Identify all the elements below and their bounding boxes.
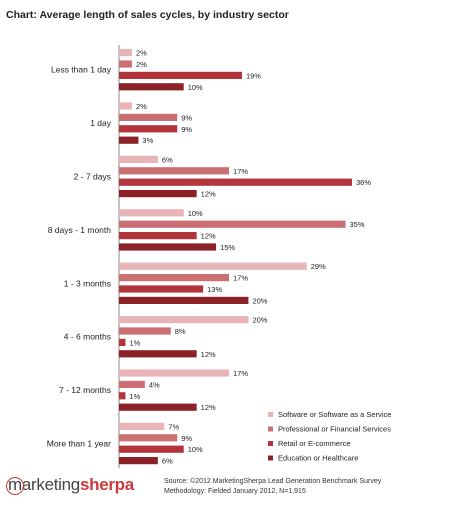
chart-title: Chart: Average length of sales cycles, b… — [6, 9, 289, 21]
legend-swatch — [268, 412, 273, 417]
data-label: 12% — [201, 350, 216, 359]
data-label: 12% — [201, 232, 216, 241]
data-label: 2% — [136, 102, 147, 111]
marketingsherpa-logo: marketingsherpa — [6, 475, 134, 495]
logo-swirl-icon — [6, 477, 24, 495]
bar — [119, 369, 230, 377]
category-label: More than 1 year — [47, 439, 111, 449]
data-label: 17% — [233, 274, 248, 283]
data-label: 17% — [233, 369, 248, 378]
data-label: 10% — [188, 83, 203, 92]
category-label: 1 day — [90, 118, 112, 128]
data-label: 15% — [220, 243, 235, 252]
data-label: 9% — [181, 113, 192, 122]
bar — [119, 316, 249, 324]
bar — [119, 296, 249, 304]
data-label: 36% — [356, 178, 371, 187]
bar — [119, 422, 165, 430]
bar — [119, 274, 230, 282]
data-label: 20% — [252, 296, 267, 305]
data-label: 1% — [129, 392, 140, 401]
legend-swatch — [268, 426, 273, 432]
bar — [119, 243, 217, 251]
data-label: 10% — [188, 209, 203, 218]
bar — [119, 125, 178, 133]
data-label: 10% — [188, 445, 203, 454]
data-label: 4% — [149, 380, 160, 389]
legend-swatch — [268, 441, 273, 446]
bar — [119, 457, 158, 465]
legend-label: Software or Software as a Service — [278, 410, 391, 419]
data-label: 2% — [136, 49, 147, 58]
methodology-line: Methodology: Fielded January 2012, N=1,9… — [164, 488, 306, 495]
data-label: 3% — [142, 136, 153, 145]
logo-text-sherpa: sherpa — [79, 475, 134, 494]
data-label: 29% — [311, 262, 326, 271]
data-label: 1% — [129, 338, 140, 347]
bar — [119, 136, 139, 144]
bar — [119, 285, 204, 293]
data-label: 6% — [162, 155, 173, 164]
category-label: 8 days - 1 month — [48, 225, 112, 235]
bar-chart: Less than 1 day 1 day 2 - 7 days 8 days - 1… — [47, 45, 391, 469]
category-label: 4 - 6 months — [64, 332, 111, 342]
bar — [119, 102, 132, 110]
category-label: 1 - 3 months — [64, 278, 111, 288]
data-label: 12% — [201, 403, 216, 412]
bar — [119, 403, 197, 411]
bar — [119, 209, 184, 217]
source-line: Source: ©2012 MarketingSherpa Lead Gener… — [164, 478, 382, 485]
bar — [119, 232, 197, 240]
bar — [119, 49, 132, 57]
bar — [119, 178, 352, 186]
data-label: 17% — [233, 167, 248, 176]
legend-swatch — [268, 455, 273, 461]
category-label: Less than 1 day — [51, 65, 112, 75]
bar — [119, 113, 178, 121]
data-label: 7% — [168, 422, 179, 431]
bar — [119, 60, 132, 68]
data-label: 12% — [201, 190, 216, 199]
data-label: 35% — [350, 220, 365, 229]
data-label: 9% — [181, 434, 192, 443]
data-label: 9% — [181, 125, 192, 134]
bar — [119, 71, 242, 79]
category-label: 7 - 12 months — [59, 385, 111, 395]
bar — [119, 392, 126, 400]
legend-label: Education or Healthcare — [278, 454, 358, 463]
category-label: 2 - 7 days — [74, 172, 111, 182]
source-note: Source: ©2012 MarketingSherpa Lead Gener… — [164, 477, 381, 497]
bar — [119, 83, 184, 91]
bar — [119, 167, 230, 175]
data-label: 19% — [246, 71, 261, 80]
bar — [119, 350, 197, 358]
bar — [119, 220, 346, 228]
bar — [119, 262, 307, 270]
bar — [119, 380, 145, 388]
bar — [119, 155, 158, 163]
legend-label: Professional or Financial Services — [278, 425, 391, 434]
data-label: 20% — [252, 316, 267, 325]
bar — [119, 434, 178, 442]
bar — [119, 190, 197, 198]
bar — [119, 338, 126, 346]
bar — [119, 327, 171, 335]
data-label: 8% — [175, 327, 186, 336]
bar — [119, 445, 184, 453]
data-label: 2% — [136, 60, 147, 69]
data-label: 6% — [162, 457, 173, 466]
logo-text-marketing: marketing — [8, 475, 80, 494]
data-label: 13% — [207, 285, 222, 294]
legend-label: Retail or E-commerce — [278, 439, 351, 448]
